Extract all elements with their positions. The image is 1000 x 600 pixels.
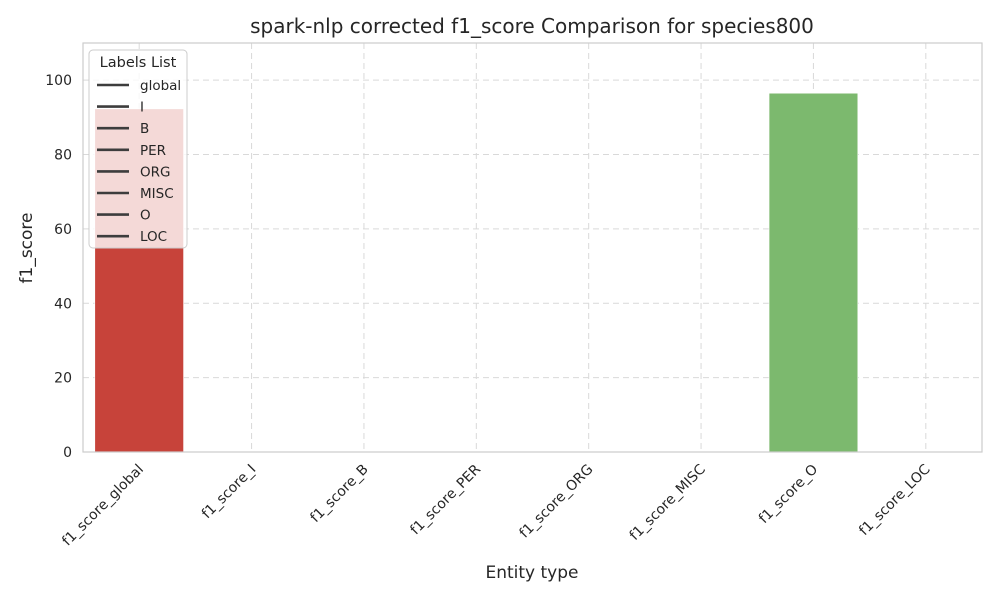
legend-box xyxy=(88,49,188,249)
y-tick-label: 40 xyxy=(54,296,72,312)
y-tick-label: 60 xyxy=(54,222,72,238)
legend-entry-global: global xyxy=(140,78,181,94)
chart-title: spark-nlp corrected f1_score Comparison … xyxy=(250,14,814,38)
legend-entry-B: B xyxy=(140,121,149,137)
y-tick-label: 0 xyxy=(63,445,72,461)
y-axis-title: f1_score xyxy=(17,213,37,284)
legend-entry-I: I xyxy=(140,100,144,116)
bar-f1_score_O xyxy=(768,92,859,453)
legend-entry-PER: PER xyxy=(140,143,166,159)
legend: Labels List global IB PER ORG MISC O LOC xyxy=(88,49,188,249)
legend-entry-ORG: ORG xyxy=(140,164,170,180)
x-axis-title: Entity type xyxy=(485,563,578,583)
y-tick-label: 80 xyxy=(54,148,72,164)
y-tick-label: 20 xyxy=(54,371,72,387)
plot-frame xyxy=(82,42,983,453)
legend-entry-LOC: LOC xyxy=(140,229,167,245)
legend-title: Labels List xyxy=(100,55,177,71)
legend-entry-MISC: MISC xyxy=(140,186,174,202)
y-tick-label: 100 xyxy=(45,73,72,89)
legend-entry-O: O xyxy=(140,208,151,224)
